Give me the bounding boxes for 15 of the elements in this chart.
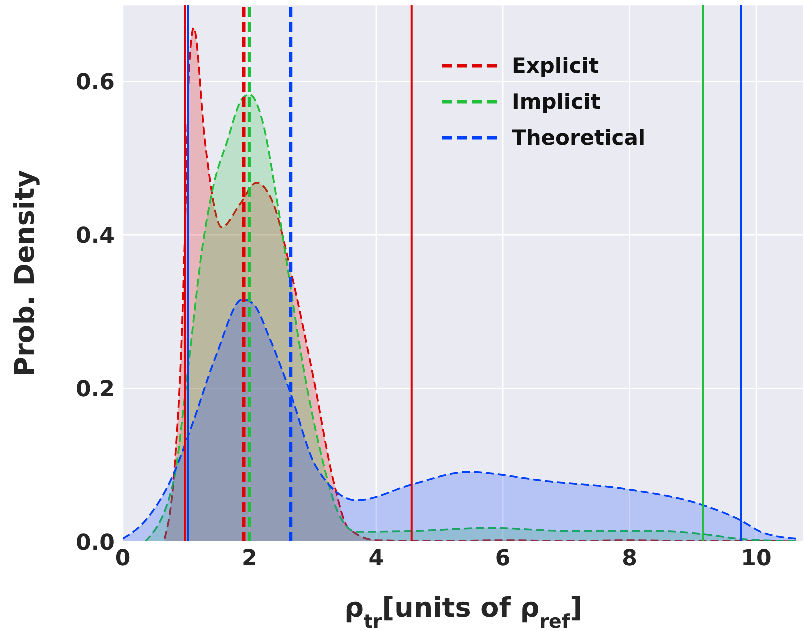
y-tick-label: 0.2	[76, 377, 115, 402]
y-tick-label: 0.4	[76, 224, 115, 249]
x-tick-label: 2	[242, 546, 258, 572]
x-tick-label: 8	[622, 546, 638, 572]
legend-label: Explicit	[512, 54, 600, 78]
x-tick-label: 0	[115, 546, 131, 572]
x-tick-label: 10	[741, 546, 772, 572]
legend-label: Implicit	[512, 90, 601, 114]
y-tick-label: 0.6	[76, 70, 115, 96]
x-axis-title: ρ$_{tr}$[units of ρ$_{ref}$]	[344, 593, 582, 631]
y-tick-label: 0.0	[76, 530, 115, 556]
legend-label: Theoretical	[512, 126, 646, 150]
y-axis-title: Prob. Density	[10, 170, 41, 377]
x-tick-label: 4	[368, 546, 384, 572]
x-tick-label: 6	[495, 546, 511, 572]
